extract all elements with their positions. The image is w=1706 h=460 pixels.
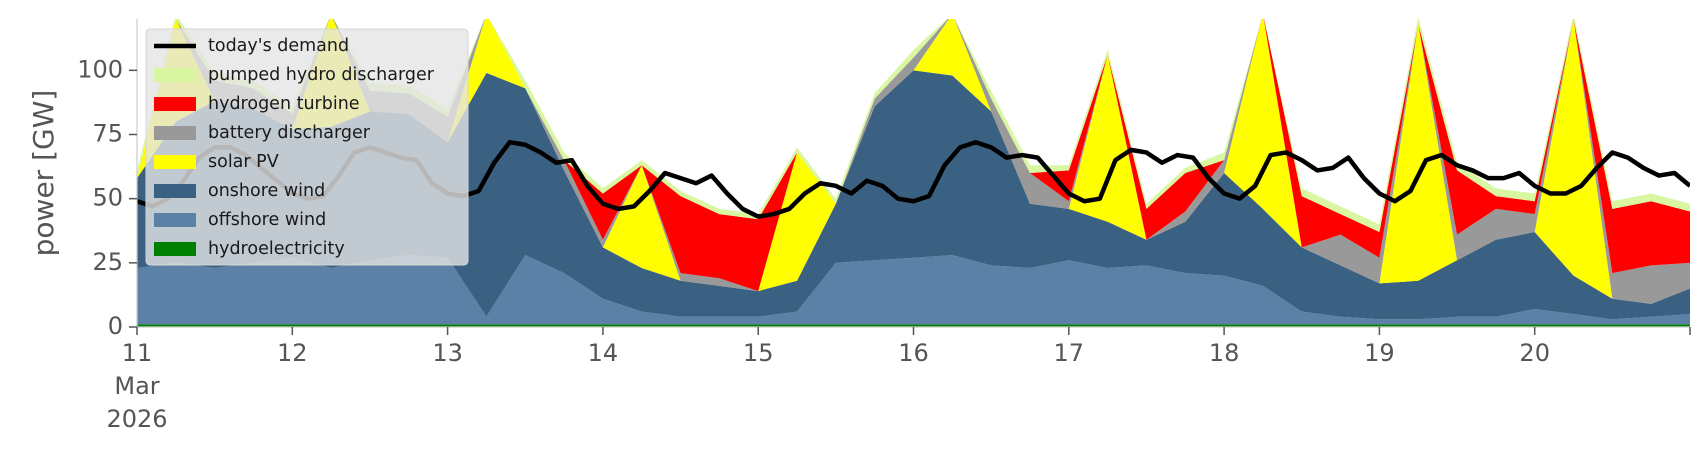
- stacked-areas: [137, 19, 1690, 327]
- legend-swatch: [154, 184, 196, 198]
- legend-label: onshore wind: [208, 181, 325, 201]
- x-tick-label: 18: [1209, 339, 1240, 367]
- legend-swatch: [154, 242, 196, 256]
- y-tick-label: 50: [92, 184, 123, 212]
- legend-swatch: [154, 97, 196, 111]
- legend-swatch: [154, 155, 196, 169]
- axes: 0 25 50 75 100 11 Mar 2026 12 13 14 15 16 17 18 19 20 p…: [27, 19, 1691, 433]
- y-tick-label: 25: [92, 248, 123, 276]
- area-offshore-wind: [137, 255, 1690, 325]
- x-tick-label: 15: [743, 339, 774, 367]
- legend-label: hydroelectricity: [208, 239, 345, 259]
- legend-swatch: [154, 126, 196, 140]
- y-ticks: 0 25 50 75 100: [77, 55, 137, 340]
- legend-swatch: [154, 213, 196, 227]
- legend-label: pumped hydro discharger: [208, 65, 435, 85]
- y-tick-label: 0: [108, 312, 123, 340]
- legend-label: offshore wind: [208, 210, 326, 230]
- x-tick-label: 14: [588, 339, 619, 367]
- legend-box: [145, 28, 469, 266]
- y-axis-label: power [GW]: [27, 90, 60, 257]
- y-tick-label: 100: [77, 55, 123, 83]
- x-ticks: 11 Mar 2026 12 13 14 15 16 17 18 19 20: [106, 327, 1691, 433]
- legend-swatch: [154, 68, 196, 82]
- x-tick-label: 19: [1364, 339, 1395, 367]
- x-tick-label: 17: [1054, 339, 1085, 367]
- x-tick-label: Mar: [114, 372, 159, 400]
- y-tick-label: 75: [92, 120, 123, 148]
- area-hydrogen-turbine: [137, 19, 1690, 292]
- x-tick-label: 16: [898, 339, 929, 367]
- area-onshore-wind: [137, 70, 1690, 320]
- legend-label: solar PV: [208, 152, 279, 172]
- x-tick-label: 12: [277, 339, 308, 367]
- legend-label: hydrogen turbine: [208, 94, 360, 114]
- legend: today's demand pumped hydro discharger hyd…: [145, 28, 469, 266]
- x-tick-label: 11: [122, 339, 153, 367]
- legend-label: battery discharger: [208, 123, 371, 143]
- legend-items: today's demand pumped hydro discharger hyd…: [154, 36, 435, 259]
- x-tick-label: 13: [432, 339, 463, 367]
- x-tick-label: 20: [1519, 339, 1550, 367]
- x-tick-label: 2026: [106, 405, 167, 433]
- legend-label: today's demand: [208, 36, 349, 56]
- area-hydroelectricity: [137, 324, 1690, 327]
